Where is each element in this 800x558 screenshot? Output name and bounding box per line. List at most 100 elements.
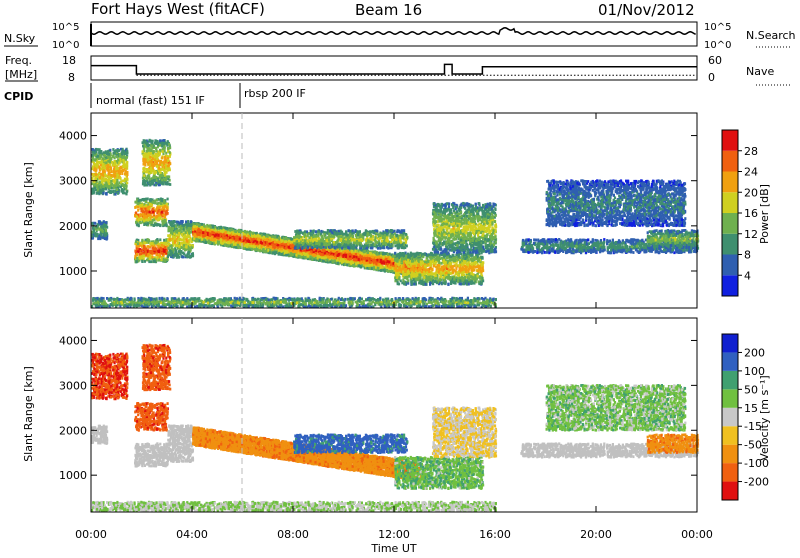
data-cell: [118, 161, 120, 164]
data-cell: [191, 246, 193, 249]
data-cell: [99, 176, 101, 179]
data-cell: [190, 220, 192, 223]
data-cell: [147, 163, 149, 166]
data-cell: [97, 237, 99, 240]
data-cell: [141, 257, 143, 260]
data-cell: [98, 173, 100, 176]
freq-panel-frame: [91, 56, 697, 80]
data-cell: [110, 191, 112, 194]
data-cell: [126, 185, 128, 188]
nsky-line: [91, 28, 696, 34]
data-cell: [156, 199, 158, 202]
data-cell: [153, 176, 155, 179]
data-cell: [173, 255, 175, 258]
data-cell: [171, 224, 173, 227]
data-cell: [104, 232, 106, 235]
data-cell: [124, 152, 126, 155]
data-cell: [168, 143, 170, 146]
data-cell: [169, 151, 171, 154]
data-cell: [117, 149, 119, 152]
data-cell: [157, 143, 159, 146]
data-cell: [135, 221, 137, 224]
data-cell: [166, 142, 168, 145]
data-cell: [126, 182, 128, 185]
data-cell: [101, 173, 103, 176]
data-cell: [156, 238, 158, 241]
data-cell: [149, 178, 151, 181]
data-cell: [107, 164, 109, 167]
data-cell: [126, 161, 128, 164]
data-cell: [146, 259, 148, 262]
data-cell: [167, 234, 169, 237]
data-cell: [99, 228, 101, 231]
data-cell: [142, 198, 144, 201]
data-cell: [165, 223, 167, 226]
data-cell: [117, 159, 119, 162]
data-cell: [186, 238, 188, 241]
data-cell: [102, 192, 104, 195]
data-cell: [172, 227, 174, 230]
data-cell: [155, 153, 157, 156]
data-cell: [181, 233, 183, 236]
data-cell: [154, 202, 156, 205]
cpid-segment-1: normal (fast) 151 IF: [96, 94, 205, 107]
nave-tick-0: 0: [708, 71, 715, 84]
data-cell: [148, 206, 150, 209]
data-cell: [122, 192, 124, 195]
data-cell: [164, 246, 166, 249]
data-cell: [156, 202, 158, 205]
data-cell: [148, 174, 150, 177]
data-cell: [168, 175, 170, 178]
data-cell: [107, 179, 109, 182]
data-cell: [168, 183, 170, 186]
data-cell: [154, 139, 156, 142]
data-cell: [159, 144, 161, 147]
data-cell: [152, 256, 154, 259]
data-cell: [169, 238, 171, 241]
data-cell: [148, 181, 150, 184]
data-cell: [137, 209, 139, 212]
data-cell: [159, 175, 161, 178]
data-cell: [123, 155, 125, 158]
data-cell: [125, 193, 127, 196]
data-cell: [175, 253, 177, 256]
data-cell: [140, 210, 142, 213]
data-cell: [167, 147, 169, 150]
data-cell: [158, 167, 160, 170]
data-cell: [97, 184, 99, 187]
data-cell: [185, 220, 187, 223]
data-cell: [137, 250, 139, 253]
data-cell: [93, 222, 95, 225]
data-cell: [117, 192, 119, 195]
data-cell: [189, 255, 191, 258]
data-cell: [150, 199, 152, 202]
data-cell: [188, 247, 190, 250]
data-cell: [144, 208, 146, 211]
data-cell: [105, 192, 107, 195]
data-cell: [168, 226, 170, 229]
data-cell: [150, 260, 152, 263]
data-cell: [183, 241, 185, 244]
data-cell: [169, 234, 171, 237]
data-cell: [135, 261, 137, 264]
data-cell: [167, 198, 169, 201]
nsky-top-tick-right: 10^5: [704, 22, 731, 33]
data-cell: [144, 249, 146, 252]
data-cell: [95, 173, 97, 176]
data-cell: [187, 220, 189, 223]
data-cell: [119, 154, 121, 157]
data-cell: [146, 184, 148, 187]
data-cell: [146, 171, 148, 174]
data-cell: [158, 153, 160, 156]
data-cell: [140, 252, 142, 255]
data-cell: [171, 251, 173, 254]
data-cell: [137, 206, 139, 209]
data-cell: [149, 221, 151, 224]
data-cell: [111, 174, 113, 177]
data-cell: [184, 235, 186, 238]
data-cell: [161, 211, 163, 214]
data-cell: [160, 258, 162, 261]
data-cell: [164, 171, 166, 174]
data-cell: [164, 145, 166, 148]
data-cell: [112, 148, 114, 151]
